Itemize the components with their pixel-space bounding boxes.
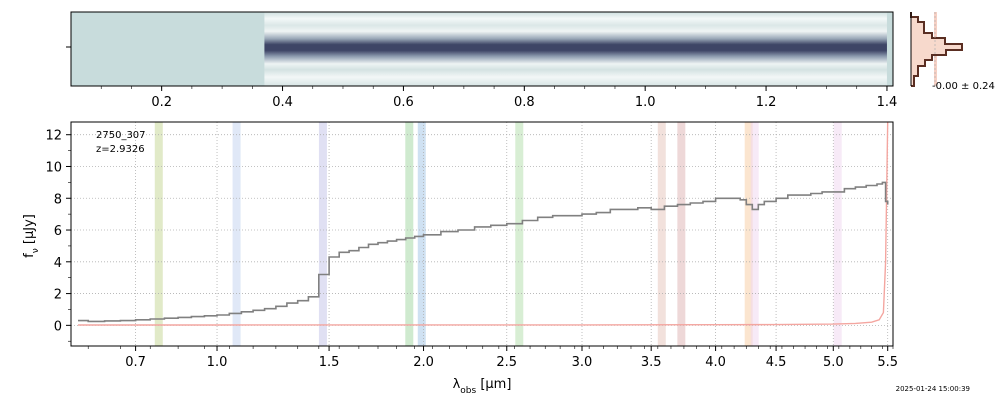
ytick-label: 8	[54, 192, 62, 207]
line-marker-band	[405, 122, 414, 346]
top-xticks: 0.2 0.4 0.6 0.8 1.0 1.2 1.4	[100, 86, 898, 110]
emission-line-markers	[154, 122, 842, 346]
line-marker-band	[744, 122, 753, 346]
top-xtick-label: 0.6	[393, 95, 414, 110]
xtick-label: 2.0	[413, 355, 434, 370]
xtick-label: 3.5	[641, 355, 662, 370]
grid	[71, 122, 893, 346]
trace-frame	[70, 11, 894, 87]
trace-band	[264, 12, 887, 86]
error-spectrum	[78, 122, 889, 326]
line-marker-band	[750, 122, 759, 346]
timestamp: 2025-01-24 15:00:39	[896, 385, 970, 393]
x-axis-ticks: 0.7 1.0 1.5 2.0 2.5 3.0 3.5 4.0 4.5 5.0 5.5	[87, 346, 898, 370]
top-xtick-label: 1.0	[635, 95, 656, 110]
xtick-label: 3.0	[572, 355, 593, 370]
ytick-label: 6	[54, 224, 62, 239]
object-id-label: 2750_307	[96, 130, 146, 141]
ytick-label: 4	[54, 256, 62, 271]
xtick-label: 4.5	[766, 355, 787, 370]
y-axis-label: fν [μJy]	[22, 214, 41, 258]
y-axis-ticks: 0 2 4 6 8 10 12	[45, 129, 71, 342]
top-xtick-label: 0.4	[272, 95, 293, 110]
xtick-label: 5.0	[823, 355, 844, 370]
spectrum-2d-panel: 0.2 0.4 0.6 0.8 1.0 1.2 1.4	[66, 11, 898, 110]
ytick-label: 12	[45, 129, 62, 144]
line-marker-band	[417, 122, 426, 346]
histogram-panel: -0.00 ± 0.24	[910, 12, 995, 92]
line-marker-band	[154, 122, 163, 346]
ytick-label: 0	[54, 319, 62, 334]
top-xtick-label: 1.2	[756, 95, 777, 110]
line-marker-band	[677, 122, 686, 346]
line-marker-band	[515, 122, 524, 346]
line-marker-band	[833, 122, 842, 346]
xtick-label: 0.7	[125, 355, 146, 370]
redshift-label: z=2.9326	[96, 144, 145, 155]
line-marker-band	[232, 122, 241, 346]
line-marker-band	[318, 122, 327, 346]
hist-bars	[910, 12, 963, 87]
xtick-label: 4.0	[705, 355, 726, 370]
line-marker-band	[657, 122, 666, 346]
top-xtick-label: 0.8	[514, 95, 535, 110]
plot-frame	[70, 121, 894, 347]
top-xtick-label: 0.2	[151, 95, 172, 110]
xtick-label: 1.5	[319, 355, 340, 370]
xtick-label: 1.0	[207, 355, 228, 370]
spectrum-1d-panel: 0 2 4 6 8 10 12 0.7 1.0 1.5 2.0 2.5 3.0 3.5 4.0 4.5 5.0…	[22, 121, 898, 396]
xtick-label: 2.5	[496, 355, 517, 370]
flux-spectrum	[78, 181, 889, 323]
hist-label: -0.00 ± 0.24	[932, 81, 995, 92]
top-xtick-label: 1.4	[877, 95, 898, 110]
ytick-label: 2	[54, 288, 62, 303]
xtick-label: 5.5	[877, 355, 898, 370]
ytick-label: 10	[45, 160, 62, 175]
x-axis-label: λobs [μm]	[453, 377, 512, 396]
